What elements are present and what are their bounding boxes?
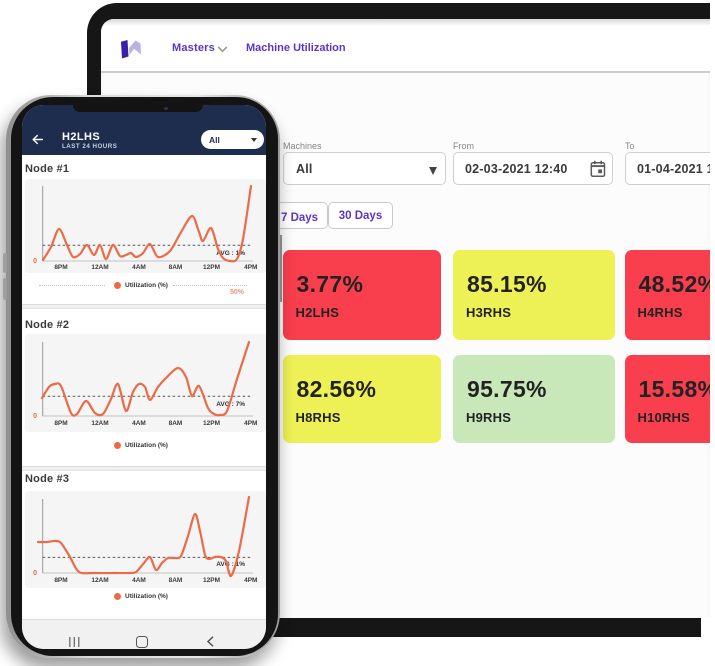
svg-text:0: 0: [33, 570, 37, 577]
svg-text:12AM: 12AM: [91, 420, 108, 427]
svg-text:4PM: 4PM: [244, 264, 257, 271]
svg-text:4PM: 4PM: [244, 420, 257, 427]
svg-text:8AM: 8AM: [169, 577, 183, 584]
svg-text:AVG : 1%: AVG : 1%: [216, 250, 245, 257]
svg-text:8PM: 8PM: [54, 420, 67, 427]
svg-text:8AM: 8AM: [169, 264, 183, 271]
svg-text:8AM: 8AM: [169, 420, 183, 427]
svg-text:0: 0: [33, 258, 37, 265]
svg-text:12AM: 12AM: [91, 264, 108, 271]
svg-text:8PM: 8PM: [54, 264, 67, 271]
svg-text:12PM: 12PM: [203, 577, 220, 584]
svg-text:4AM: 4AM: [132, 264, 146, 271]
svg-text:4AM: 4AM: [132, 420, 146, 427]
svg-text:4PM: 4PM: [244, 577, 257, 584]
svg-text:0: 0: [33, 413, 37, 420]
svg-text:4AM: 4AM: [132, 577, 146, 584]
svg-text:AVG : 1%: AVG : 1%: [216, 561, 245, 568]
svg-text:12AM: 12AM: [91, 577, 108, 584]
svg-text:12PM: 12PM: [203, 264, 220, 271]
svg-text:8PM: 8PM: [54, 577, 67, 584]
svg-text:12PM: 12PM: [203, 420, 220, 427]
svg-text:AVG : 7%: AVG : 7%: [216, 401, 245, 408]
